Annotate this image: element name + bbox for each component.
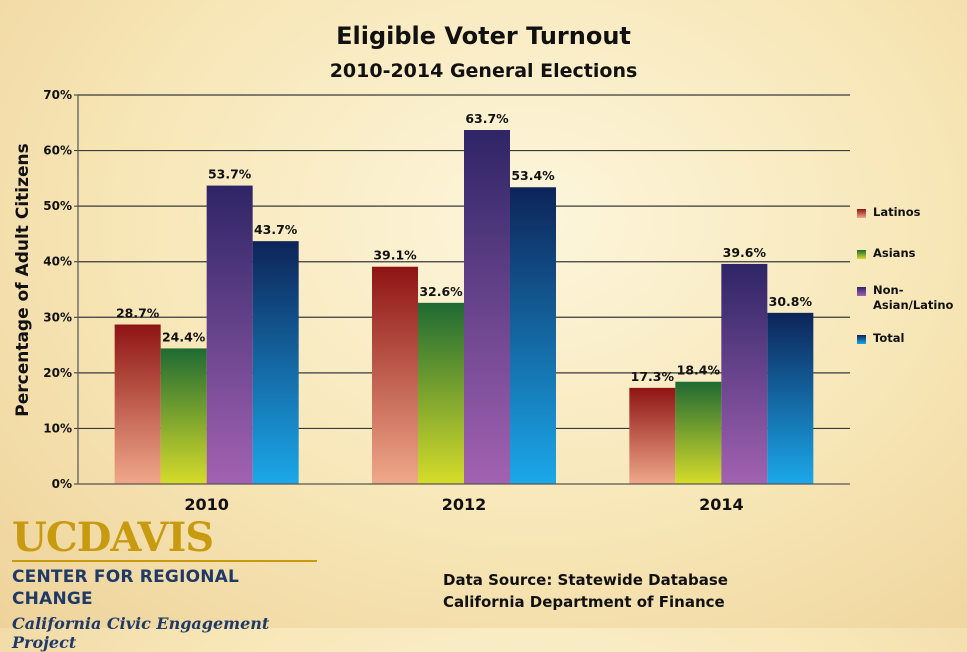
- y-tick-label: 30%: [43, 310, 72, 324]
- data-label: 17.3%: [631, 369, 675, 384]
- bar-asians-2010: [160, 348, 207, 484]
- y-tick-label: 50%: [43, 199, 72, 213]
- data-label: 53.7%: [208, 167, 252, 182]
- data-source: Data Source: Statewide Database Californ…: [443, 569, 728, 613]
- data-label: 39.6%: [723, 245, 767, 260]
- chart-subtitle: 2010-2014 General Elections: [329, 60, 638, 82]
- uc-davis-logo: UCDAVIS CENTER FOR REGIONAL CHANGE Calif…: [12, 518, 322, 652]
- y-tick-label: 70%: [43, 88, 72, 102]
- legend-swatch: [857, 287, 866, 296]
- data-label: 28.7%: [116, 306, 160, 321]
- chart-title: Eligible Voter Turnout: [336, 22, 631, 50]
- legend-label: Non- Asian/Latino: [873, 283, 954, 312]
- x-tick-label: 2010: [184, 495, 229, 514]
- logo-divider: [12, 560, 317, 562]
- x-tick-label: 2014: [699, 495, 744, 514]
- bar-total-2014: [767, 312, 814, 484]
- bar-non-asian-latino-2012: [464, 130, 510, 484]
- legend-label: Latinos: [873, 205, 921, 219]
- data-label: 39.1%: [373, 248, 417, 263]
- legend-item-total: Total: [857, 331, 967, 346]
- data-label: 18.4%: [677, 363, 721, 378]
- data-label: 30.8%: [769, 294, 813, 309]
- legend-swatch: [857, 209, 866, 218]
- y-tick-label: 20%: [43, 366, 72, 380]
- chart-area: 28.7%24.4% 53.7% 43.7% 39.1% 32.6% 63.7% 53.4%…: [43, 88, 850, 514]
- bar-asians-2014: [675, 381, 722, 484]
- x-tick-label: 2012: [442, 495, 487, 514]
- logo-davis: DAVIS: [76, 514, 214, 561]
- y-tick-label: 60%: [43, 144, 72, 158]
- y-tick-label: 40%: [43, 255, 72, 269]
- y-tick-label: 10%: [43, 421, 72, 435]
- data-label: 24.4%: [162, 329, 206, 344]
- y-axis-label: Percentage of Adult Citizens: [13, 143, 33, 417]
- bar-non-asian-latino-2014: [721, 263, 768, 484]
- bar-total-2012: [510, 187, 556, 484]
- legend-label: Total: [873, 331, 905, 345]
- legend-item-asians: Asians: [857, 246, 967, 261]
- logo-project-name: California Civic Engagement Project: [12, 614, 270, 652]
- bar-total-2010: [252, 241, 299, 484]
- data-label: 43.7%: [254, 222, 298, 237]
- legend-swatch: [857, 335, 866, 344]
- legend-label: Asians: [873, 246, 916, 260]
- data-label: 53.4%: [511, 168, 555, 183]
- legend-swatch: [857, 250, 866, 259]
- bars: [114, 130, 814, 484]
- bar-latinos-2010: [114, 324, 161, 484]
- data-labels: 28.7%24.4% 53.7% 43.7% 39.1% 32.6% 63.7% 53.4%…: [116, 111, 813, 384]
- source-line-2: California Department of Finance: [443, 593, 725, 611]
- bar-latinos-2012: [372, 266, 418, 484]
- source-line-1: Data Source: Statewide Database: [443, 571, 728, 589]
- logo-wordmark: UCDAVIS: [12, 518, 322, 558]
- logo-uc: UC: [12, 514, 78, 561]
- legend-item-latinos: Latinos: [857, 205, 967, 220]
- logo-center-name: CENTER FOR REGIONAL CHANGE: [12, 567, 240, 609]
- axes: 0% 10% 20% 30% 40% 50% 60% 70% 2010 2012 2014: [43, 88, 850, 514]
- data-label: 32.6%: [419, 284, 463, 299]
- legend-item-non-asian-latino: Non- Asian/Latino: [857, 283, 967, 313]
- legend: Latinos Asians Non- Asian/Latino Total: [857, 205, 967, 346]
- bar-non-asian-latino-2010: [206, 185, 253, 484]
- y-tick-label: 0%: [52, 477, 72, 491]
- data-label: 63.7%: [465, 111, 509, 126]
- bar-asians-2012: [418, 302, 464, 484]
- bar-latinos-2014: [629, 387, 676, 484]
